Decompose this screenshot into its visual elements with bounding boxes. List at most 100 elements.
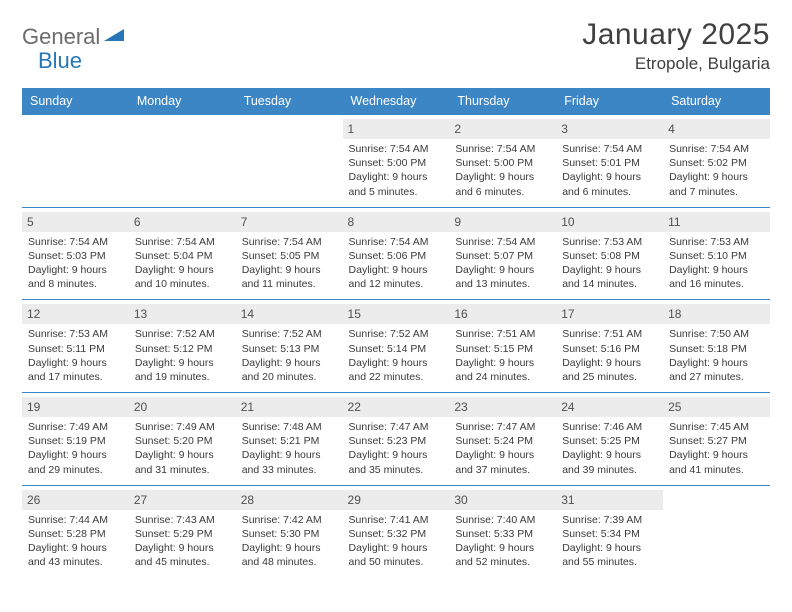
day-number: 2 [449, 119, 556, 139]
day-cell: 25 Sunrise: 7:45 AMSunset: 5:27 PMDayligh… [663, 393, 770, 486]
day-cell: 26 Sunrise: 7:44 AMSunset: 5:28 PMDayligh… [22, 485, 129, 577]
day-cell: 12 Sunrise: 7:53 AMSunset: 5:11 PMDayligh… [22, 300, 129, 393]
day-cell [22, 115, 129, 208]
day-header-sunday: Sunday [22, 88, 129, 115]
day-cell: 22 Sunrise: 7:47 AMSunset: 5:23 PMDayligh… [343, 393, 450, 486]
week-row: 19 Sunrise: 7:49 AMSunset: 5:19 PMDayligh… [22, 393, 770, 486]
day-number: 28 [236, 490, 343, 510]
day-info: Sunrise: 7:40 AMSunset: 5:33 PMDaylight:… [455, 513, 550, 570]
day-number: 6 [129, 212, 236, 232]
logo-text-general: General [22, 24, 100, 50]
day-info: Sunrise: 7:52 AMSunset: 5:13 PMDaylight:… [242, 327, 337, 384]
day-cell: 5Sunrise: 7:54 AMSunset: 5:03 PMDaylight… [22, 207, 129, 300]
day-number: 4 [663, 119, 770, 139]
calendar-table: SundayMondayTuesdayWednesdayThursdayFrid… [22, 88, 770, 577]
day-info: Sunrise: 7:41 AMSunset: 5:32 PMDaylight:… [349, 513, 444, 570]
day-cell: 2 Sunrise: 7:54 AMSunset: 5:00 PMDaylight… [449, 115, 556, 208]
day-cell: 23Sunrise: 7:47 AMSunset: 5:24 PMDayligh… [449, 393, 556, 486]
day-cell: 31 Sunrise: 7:39 AMSunset: 5:34 PMDayligh… [556, 485, 663, 577]
day-info: Sunrise: 7:43 AMSunset: 5:29 PMDaylight:… [135, 513, 230, 570]
day-number: 9 [449, 212, 556, 232]
day-number: 1 [343, 119, 450, 139]
day-cell: 20Sunrise: 7:49 AMSunset: 5:20 PMDayligh… [129, 393, 236, 486]
day-cell: 3Sunrise: 7:54 AMSunset: 5:01 PMDaylight… [556, 115, 663, 208]
logo: General [22, 18, 126, 50]
day-cell: 6 Sunrise: 7:54 AMSunset: 5:04 PMDaylight… [129, 207, 236, 300]
day-header-row: SundayMondayTuesdayWednesdayThursdayFrid… [22, 88, 770, 115]
day-header-monday: Monday [129, 88, 236, 115]
day-number: 19 [22, 397, 129, 417]
day-info: Sunrise: 7:54 AMSunset: 5:07 PMDaylight:… [455, 235, 550, 292]
day-cell: 4Sunrise: 7:54 AMSunset: 5:02 PMDaylight… [663, 115, 770, 208]
day-info: Sunrise: 7:54 AMSunset: 5:05 PMDaylight:… [242, 235, 337, 292]
day-header-thursday: Thursday [449, 88, 556, 115]
day-info: Sunrise: 7:54 AMSunset: 5:03 PMDaylight:… [28, 235, 123, 292]
day-number: 14 [236, 304, 343, 324]
day-number: 27 [129, 490, 236, 510]
day-info: Sunrise: 7:53 AMSunset: 5:08 PMDaylight:… [562, 235, 657, 292]
day-cell: 10 Sunrise: 7:53 AMSunset: 5:08 PMDayligh… [556, 207, 663, 300]
logo-triangle-icon [104, 27, 124, 48]
day-info: Sunrise: 7:54 AMSunset: 5:06 PMDaylight:… [349, 235, 444, 292]
day-number: 11 [663, 212, 770, 232]
title-block: January 2025 Etropole, Bulgaria [582, 18, 770, 74]
day-number: 25 [663, 397, 770, 417]
day-number: 22 [343, 397, 450, 417]
day-info: Sunrise: 7:49 AMSunset: 5:19 PMDaylight:… [28, 420, 123, 477]
day-info: Sunrise: 7:53 AMSunset: 5:10 PMDaylight:… [669, 235, 764, 292]
day-info: Sunrise: 7:50 AMSunset: 5:18 PMDaylight:… [669, 327, 764, 384]
day-info: Sunrise: 7:42 AMSunset: 5:30 PMDaylight:… [242, 513, 337, 570]
day-number: 21 [236, 397, 343, 417]
week-row: 1Sunrise: 7:54 AMSunset: 5:00 PMDaylight… [22, 115, 770, 208]
week-row: 26 Sunrise: 7:44 AMSunset: 5:28 PMDayligh… [22, 485, 770, 577]
day-info: Sunrise: 7:49 AMSunset: 5:20 PMDaylight:… [135, 420, 230, 477]
day-info: Sunrise: 7:44 AMSunset: 5:28 PMDaylight:… [28, 513, 123, 570]
day-number: 17 [556, 304, 663, 324]
day-number: 12 [22, 304, 129, 324]
week-row: 5Sunrise: 7:54 AMSunset: 5:03 PMDaylight… [22, 207, 770, 300]
day-number: 15 [343, 304, 450, 324]
day-number: 26 [22, 490, 129, 510]
day-header-saturday: Saturday [663, 88, 770, 115]
day-info: Sunrise: 7:47 AMSunset: 5:24 PMDaylight:… [455, 420, 550, 477]
day-info: Sunrise: 7:53 AMSunset: 5:11 PMDaylight:… [28, 327, 123, 384]
day-info: Sunrise: 7:54 AMSunset: 5:00 PMDaylight:… [455, 142, 550, 199]
day-cell: 13 Sunrise: 7:52 AMSunset: 5:12 PMDayligh… [129, 300, 236, 393]
day-header-friday: Friday [556, 88, 663, 115]
day-cell: 24Sunrise: 7:46 AMSunset: 5:25 PMDayligh… [556, 393, 663, 486]
day-info: Sunrise: 7:54 AMSunset: 5:04 PMDaylight:… [135, 235, 230, 292]
day-number: 8 [343, 212, 450, 232]
day-info: Sunrise: 7:51 AMSunset: 5:15 PMDaylight:… [455, 327, 550, 384]
day-info: Sunrise: 7:45 AMSunset: 5:27 PMDaylight:… [669, 420, 764, 477]
day-cell [129, 115, 236, 208]
day-info: Sunrise: 7:47 AMSunset: 5:23 PMDaylight:… [349, 420, 444, 477]
day-cell: 29 Sunrise: 7:41 AMSunset: 5:32 PMDayligh… [343, 485, 450, 577]
day-number: 29 [343, 490, 450, 510]
calendar-body: 1Sunrise: 7:54 AMSunset: 5:00 PMDaylight… [22, 115, 770, 578]
calendar-page: General January 2025 Etropole, Bulgaria … [0, 0, 792, 587]
day-cell: 11 Sunrise: 7:53 AMSunset: 5:10 PMDayligh… [663, 207, 770, 300]
month-title: January 2025 [582, 18, 770, 52]
logo-text-blue: Blue [38, 48, 82, 73]
day-number: 10 [556, 212, 663, 232]
day-cell: 18 Sunrise: 7:50 AMSunset: 5:18 PMDayligh… [663, 300, 770, 393]
day-cell [236, 115, 343, 208]
day-number: 13 [129, 304, 236, 324]
day-number: 30 [449, 490, 556, 510]
location: Etropole, Bulgaria [582, 54, 770, 74]
day-cell: 7 Sunrise: 7:54 AMSunset: 5:05 PMDaylight… [236, 207, 343, 300]
day-number: 31 [556, 490, 663, 510]
day-info: Sunrise: 7:51 AMSunset: 5:16 PMDaylight:… [562, 327, 657, 384]
day-info: Sunrise: 7:39 AMSunset: 5:34 PMDaylight:… [562, 513, 657, 570]
day-info: Sunrise: 7:52 AMSunset: 5:14 PMDaylight:… [349, 327, 444, 384]
day-cell: 9 Sunrise: 7:54 AMSunset: 5:07 PMDaylight… [449, 207, 556, 300]
day-cell: 17 Sunrise: 7:51 AMSunset: 5:16 PMDayligh… [556, 300, 663, 393]
day-info: Sunrise: 7:54 AMSunset: 5:00 PMDaylight:… [349, 142, 444, 199]
day-number: 18 [663, 304, 770, 324]
day-info: Sunrise: 7:54 AMSunset: 5:01 PMDaylight:… [562, 142, 657, 199]
day-info: Sunrise: 7:52 AMSunset: 5:12 PMDaylight:… [135, 327, 230, 384]
day-info: Sunrise: 7:46 AMSunset: 5:25 PMDaylight:… [562, 420, 657, 477]
day-cell: 16Sunrise: 7:51 AMSunset: 5:15 PMDayligh… [449, 300, 556, 393]
week-row: 12 Sunrise: 7:53 AMSunset: 5:11 PMDayligh… [22, 300, 770, 393]
day-number: 7 [236, 212, 343, 232]
